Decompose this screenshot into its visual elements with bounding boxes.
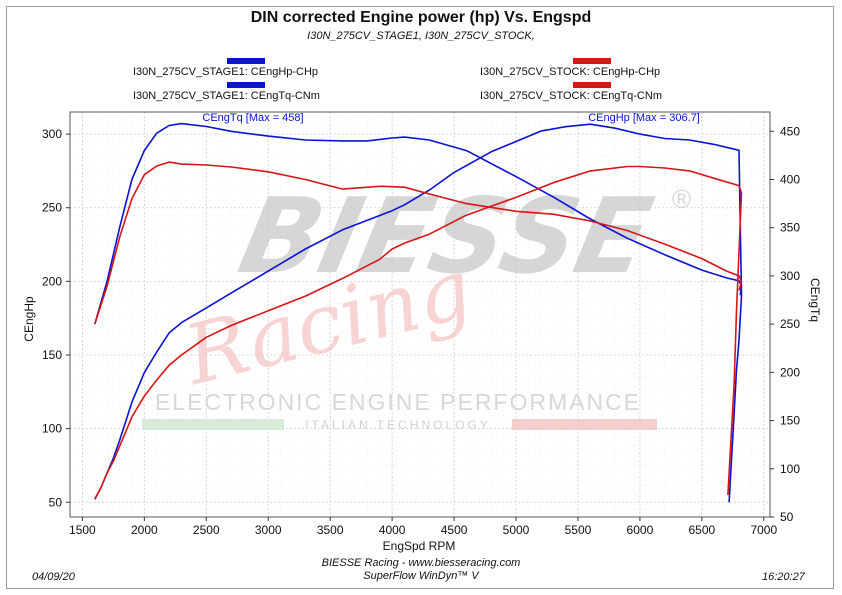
y-left-tick-label: 50 <box>49 495 63 509</box>
y-right-tick-label: 200 <box>780 365 800 379</box>
watermark-registered: ® <box>672 184 691 214</box>
watermark-green-bar <box>142 419 284 430</box>
chart-frame <box>6 6 834 589</box>
y-right-tick-label: 350 <box>780 221 800 235</box>
grid <box>69 111 770 517</box>
annotation-hp-max: CEngHp [Max = 306.7] <box>588 112 700 124</box>
legend-swatch-stock-tq <box>573 82 611 88</box>
y-axis-right-label: CEngTq <box>808 278 822 322</box>
footer-date: 04/09/20 <box>32 571 75 583</box>
series-line-1 <box>94 122 743 325</box>
series <box>94 122 743 503</box>
legend-swatch-stage1-tq <box>227 82 265 88</box>
legend-swatch-stage1-hp <box>227 58 265 64</box>
x-axis-label: EngSpd RPM <box>383 539 456 553</box>
legend-label-stage1-tq: I30N_275CV_STAGE1: CEngTq-CNm <box>133 90 320 102</box>
plot-border <box>69 111 771 518</box>
legend-label-stock-tq: I30N_275CV_STOCK: CEngTq-CNm <box>480 90 662 102</box>
x-tick-label: 4500 <box>441 523 468 537</box>
y-left-tick-label: 150 <box>42 348 62 362</box>
footer-company: BIESSE Racing - www.biesseracing.com <box>321 557 521 569</box>
y-axis-left-label: CEngHp <box>22 296 36 342</box>
chart-title: DIN corrected Engine power (hp) Vs. Engs… <box>250 9 592 26</box>
legend-label-stage1-hp: I30N_275CV_STAGE1: CEngHp-CHp <box>133 66 319 78</box>
legend-label-stock-hp: I30N_275CV_STOCK: CEngHp-CHp <box>480 66 661 78</box>
x-tick-label: 2500 <box>193 523 220 537</box>
y-right-tick-label: 150 <box>780 414 800 428</box>
annotation-tq-max: CEngTq [Max = 458] <box>202 112 303 124</box>
x-tick-label: 7000 <box>750 523 777 537</box>
y-left-tick-label: 300 <box>42 127 62 141</box>
y-left-tick-label: 200 <box>42 274 62 288</box>
y-right-tick-label: 400 <box>780 173 800 187</box>
plot-area <box>70 112 770 517</box>
x-tick-label: 2000 <box>131 523 158 537</box>
y-left-tick-label: 250 <box>42 201 62 215</box>
x-tick-label: 6000 <box>627 523 654 537</box>
x-tick-label: 6500 <box>689 523 716 537</box>
chart-subtitle: I30N_275CV_STAGE1, I30N_275CV_STOCK, <box>307 30 535 42</box>
y-left-tick-label: 100 <box>42 422 62 436</box>
footer-time: 16:20:27 <box>762 571 805 583</box>
axes: 1500 2000 2500 3000 3500 4000 4500 5000 5500 6000… <box>42 111 800 537</box>
watermark-tagline: ELECTRONIC ENGINE PERFORMANCE <box>155 389 641 415</box>
watermark-subtagline: ITALIAN TECHNOLOGY <box>305 418 491 432</box>
y-right-tick-label: 100 <box>780 462 800 476</box>
x-tick-label: 1500 <box>69 523 96 537</box>
watermark-brand: BIESSE <box>230 175 662 297</box>
axis-labels: EngSpd RPM CEngHp CEngTq CEngTq [Max = 4… <box>22 112 822 553</box>
x-tick-label: 3000 <box>255 523 282 537</box>
legend-swatch-stock-hp <box>573 58 611 64</box>
x-tick-label: 5000 <box>503 523 530 537</box>
series-line-0 <box>94 123 743 503</box>
x-tick-label: 3500 <box>317 523 344 537</box>
series-line-2 <box>94 165 743 500</box>
series-line-3 <box>94 161 743 325</box>
y-right-tick-label: 50 <box>780 510 794 524</box>
watermark-red-bar <box>512 419 657 430</box>
x-tick-label: 4000 <box>379 523 406 537</box>
y-right-tick-label: 300 <box>780 269 800 283</box>
y-right-tick-label: 250 <box>780 317 800 331</box>
y-right-tick-label: 450 <box>780 124 800 138</box>
footer-software: SuperFlow WinDyn™ V <box>363 570 479 582</box>
x-tick-label: 5500 <box>565 523 592 537</box>
